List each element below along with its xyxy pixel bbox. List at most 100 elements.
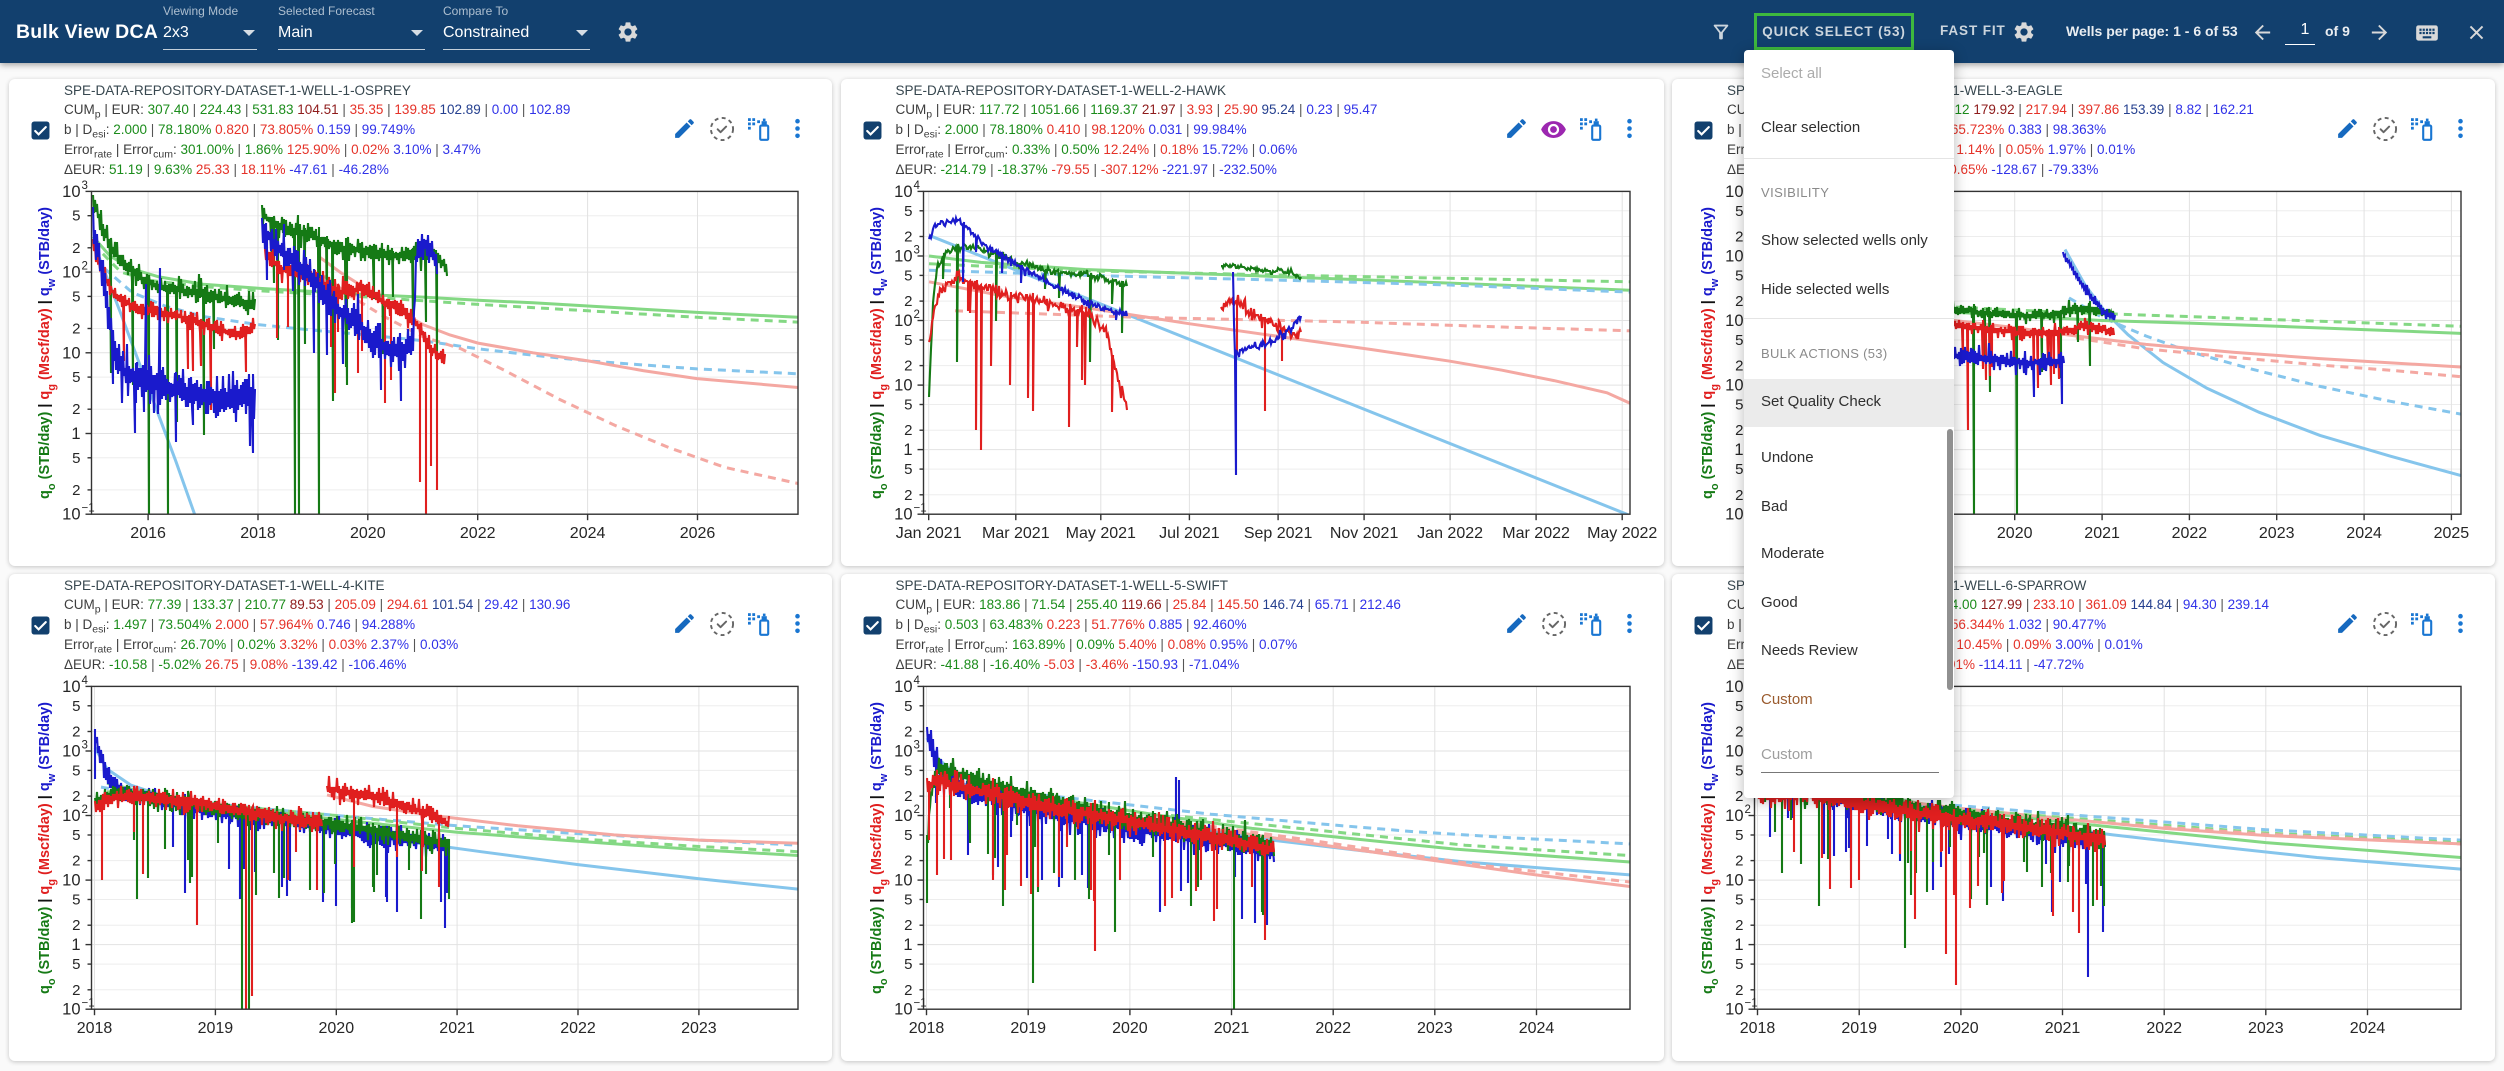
svg-text:2022: 2022 xyxy=(560,1020,596,1037)
svg-text:5: 5 xyxy=(1735,956,1743,973)
svg-text:2021: 2021 xyxy=(439,1020,475,1037)
svg-text:5: 5 xyxy=(904,698,912,715)
svg-text:10: 10 xyxy=(1725,312,1743,330)
svg-text:5: 5 xyxy=(904,397,912,414)
svg-text:10: 10 xyxy=(1725,1001,1743,1019)
svg-text:2: 2 xyxy=(72,401,80,418)
svg-text:10: 10 xyxy=(894,183,912,201)
svg-text:2: 2 xyxy=(904,487,912,504)
svg-text:5: 5 xyxy=(904,203,912,220)
svg-text:5: 5 xyxy=(72,956,80,973)
svg-text:10: 10 xyxy=(894,506,912,524)
svg-text:2016: 2016 xyxy=(130,525,166,542)
svg-text:10: 10 xyxy=(894,248,912,266)
svg-text:2: 2 xyxy=(72,240,80,257)
svg-text:−1: −1 xyxy=(82,998,95,1010)
svg-text:2: 2 xyxy=(1735,917,1743,934)
svg-text:2: 2 xyxy=(904,853,912,870)
svg-text:5: 5 xyxy=(72,892,80,909)
svg-text:2020: 2020 xyxy=(1943,1020,1979,1037)
svg-text:10: 10 xyxy=(894,377,912,395)
svg-text:5: 5 xyxy=(904,762,912,779)
svg-text:Nov 2021: Nov 2021 xyxy=(1329,525,1398,542)
svg-text:2: 2 xyxy=(72,788,80,805)
svg-text:2: 2 xyxy=(904,788,912,805)
svg-text:2: 2 xyxy=(1735,982,1743,999)
svg-text:2024: 2024 xyxy=(2350,1020,2386,1037)
svg-text:2019: 2019 xyxy=(1010,1020,1046,1037)
svg-text:2: 2 xyxy=(1735,293,1743,310)
svg-text:2023: 2023 xyxy=(2248,1020,2284,1037)
svg-text:3: 3 xyxy=(82,740,88,752)
svg-text:5: 5 xyxy=(72,369,80,386)
svg-text:−1: −1 xyxy=(913,503,926,515)
svg-text:−1: −1 xyxy=(913,998,926,1010)
svg-text:2022: 2022 xyxy=(460,525,496,542)
svg-text:10: 10 xyxy=(62,506,80,524)
svg-text:1: 1 xyxy=(71,425,80,443)
svg-text:Jan 2022: Jan 2022 xyxy=(1417,525,1483,542)
svg-text:4: 4 xyxy=(913,180,920,192)
svg-text:10: 10 xyxy=(894,1001,912,1019)
svg-text:10: 10 xyxy=(62,264,80,282)
svg-text:2018: 2018 xyxy=(240,525,276,542)
svg-text:2: 2 xyxy=(913,309,919,321)
svg-text:10: 10 xyxy=(1725,872,1743,890)
svg-text:2: 2 xyxy=(904,293,912,310)
svg-text:4: 4 xyxy=(913,675,920,687)
svg-text:2018: 2018 xyxy=(1740,1020,1776,1037)
svg-text:qo (STB/day) | qg (Mscf/day): qo (STB/day) | qg (Mscf/day) | qw (STB/d… xyxy=(37,207,58,499)
svg-text:5: 5 xyxy=(72,208,80,225)
svg-text:2025: 2025 xyxy=(2434,525,2470,542)
svg-text:2024: 2024 xyxy=(2346,525,2382,542)
svg-text:2023: 2023 xyxy=(1417,1020,1453,1037)
svg-text:10: 10 xyxy=(62,183,80,201)
svg-text:5: 5 xyxy=(1735,267,1743,284)
svg-text:2020: 2020 xyxy=(1112,1020,1148,1037)
svg-text:10: 10 xyxy=(62,678,80,696)
svg-text:5: 5 xyxy=(1735,461,1743,478)
svg-text:2: 2 xyxy=(913,804,919,816)
svg-text:1: 1 xyxy=(903,936,912,954)
svg-text:2: 2 xyxy=(72,482,80,499)
svg-text:2023: 2023 xyxy=(2259,525,2295,542)
svg-text:qo (STB/day) | qg (Mscf/day): qo (STB/day) | qg (Mscf/day) | qw (STB/d… xyxy=(869,207,890,499)
svg-text:3: 3 xyxy=(913,740,919,752)
svg-text:2: 2 xyxy=(1735,724,1743,741)
svg-text:qo (STB/day) | qg (Mscf/day): qo (STB/day) | qg (Mscf/day) | qw (STB/d… xyxy=(37,702,58,994)
svg-text:2019: 2019 xyxy=(198,1020,234,1037)
svg-text:1: 1 xyxy=(1734,441,1743,459)
svg-text:10: 10 xyxy=(62,1001,80,1019)
svg-text:Mar 2022: Mar 2022 xyxy=(1502,525,1570,542)
svg-text:5: 5 xyxy=(72,288,80,305)
svg-text:Jan 2021: Jan 2021 xyxy=(895,525,961,542)
svg-text:Sep 2021: Sep 2021 xyxy=(1243,525,1312,542)
svg-text:3: 3 xyxy=(913,245,919,257)
svg-text:2: 2 xyxy=(82,804,88,816)
svg-text:5: 5 xyxy=(904,332,912,349)
svg-text:−1: −1 xyxy=(82,503,95,515)
svg-text:2: 2 xyxy=(904,422,912,439)
svg-text:5: 5 xyxy=(904,267,912,284)
svg-text:2: 2 xyxy=(904,917,912,934)
svg-text:qo (STB/day) | qg (Mscf/day): qo (STB/day) | qg (Mscf/day) | qw (STB/d… xyxy=(869,702,890,994)
svg-text:5: 5 xyxy=(904,827,912,844)
svg-text:2024: 2024 xyxy=(1518,1020,1554,1037)
svg-text:10: 10 xyxy=(1725,807,1743,825)
svg-text:10: 10 xyxy=(894,743,912,761)
svg-text:2: 2 xyxy=(1735,853,1743,870)
svg-text:2: 2 xyxy=(904,358,912,375)
svg-text:2: 2 xyxy=(1735,422,1743,439)
svg-text:Mar 2021: Mar 2021 xyxy=(982,525,1050,542)
svg-text:2022: 2022 xyxy=(1315,1020,1351,1037)
svg-text:10: 10 xyxy=(1725,506,1743,524)
svg-text:2020: 2020 xyxy=(350,525,386,542)
svg-text:−1: −1 xyxy=(1745,998,1758,1010)
svg-text:2: 2 xyxy=(72,982,80,999)
svg-text:5: 5 xyxy=(1735,827,1743,844)
svg-text:10: 10 xyxy=(1725,183,1743,201)
svg-text:2022: 2022 xyxy=(2172,525,2208,542)
svg-text:2: 2 xyxy=(72,917,80,934)
svg-text:5: 5 xyxy=(904,892,912,909)
svg-text:2: 2 xyxy=(82,261,88,273)
